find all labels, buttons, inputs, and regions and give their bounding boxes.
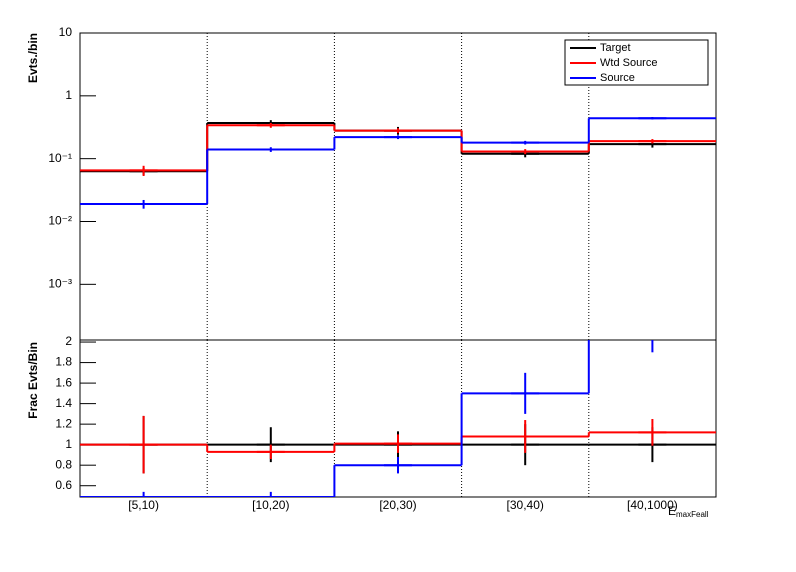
y-tick-label: 1.2 — [55, 416, 72, 430]
x-tick-label: [30,40) — [507, 498, 544, 512]
x-tick-label: [40,1000) — [627, 498, 678, 512]
y-tick-label: 10⁻³ — [48, 276, 72, 290]
y-tick-label: 10 — [59, 25, 73, 39]
y-tick-label: 1.6 — [55, 375, 72, 389]
plot-frame — [79, 339, 717, 498]
y-tick-label: 1 — [65, 437, 72, 451]
y-tick-label: 2 — [65, 334, 72, 348]
x-axis-title-main: E — [668, 504, 676, 518]
legend-label: Source — [600, 72, 635, 84]
y-tick-label: 10⁻¹ — [48, 151, 72, 165]
x-tick-label: [5,10) — [128, 498, 159, 512]
y-tick-label: 1.4 — [55, 396, 72, 410]
x-tick-label: [10,20) — [252, 498, 289, 512]
y-axis-title: Evts./bin — [26, 33, 40, 83]
y-tick-label: 0.6 — [55, 478, 72, 492]
legend-label: Wtd Source — [600, 57, 657, 69]
legend-label: Target — [600, 42, 631, 54]
plot-area — [80, 340, 716, 497]
x-axis-title-sub: maxFeall — [676, 510, 709, 519]
y-axis-title: Frac Evts/Bin — [26, 342, 40, 419]
y-tick-label: 1.8 — [55, 355, 72, 369]
y-tick-label: 1 — [65, 88, 72, 102]
y-tick-label: 0.8 — [55, 457, 72, 471]
x-axis-title: EmaxFeall — [668, 504, 709, 519]
x-tick-label: [20,30) — [379, 498, 416, 512]
y-tick-label: 10⁻² — [48, 214, 72, 228]
